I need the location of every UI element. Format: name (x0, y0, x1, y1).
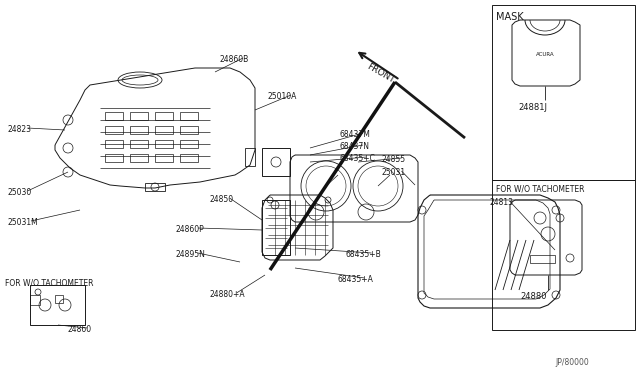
Bar (180, 112, 198, 120)
Bar (130, 112, 148, 120)
Text: 24895N: 24895N (175, 250, 205, 259)
Text: 24881J: 24881J (518, 103, 547, 112)
Bar (155, 140, 173, 148)
Bar (105, 112, 123, 120)
Bar (130, 126, 148, 134)
Bar (155, 126, 173, 134)
Text: 24860P: 24860P (175, 225, 204, 234)
Bar (245, 148, 255, 166)
Text: FOR W/O TACHOMETER: FOR W/O TACHOMETER (5, 278, 93, 287)
Text: 68435+A: 68435+A (338, 275, 374, 284)
Text: 68435+B: 68435+B (345, 250, 381, 259)
Bar (492, 180, 635, 330)
Text: 25030: 25030 (8, 188, 32, 197)
Text: 25010A: 25010A (268, 92, 298, 101)
Bar (180, 154, 198, 162)
Text: 24860B: 24860B (220, 55, 249, 64)
Text: 24880: 24880 (520, 292, 547, 301)
Bar (130, 154, 148, 162)
Text: 24823: 24823 (8, 125, 32, 134)
Text: ACURA: ACURA (536, 52, 554, 57)
Text: FRONT: FRONT (365, 62, 396, 85)
Bar (180, 126, 198, 134)
Bar (530, 255, 555, 263)
Bar (262, 200, 290, 255)
Bar (105, 126, 123, 134)
Text: 24860: 24860 (68, 325, 92, 334)
Bar (30, 295, 40, 305)
Bar (105, 154, 123, 162)
Text: 24850: 24850 (210, 195, 234, 204)
Bar (180, 140, 198, 148)
Text: FOR W/O TACHOMETER: FOR W/O TACHOMETER (496, 184, 584, 193)
Text: 24880+A: 24880+A (210, 290, 246, 299)
Text: 25031: 25031 (382, 168, 406, 177)
Bar (130, 140, 148, 148)
Bar (155, 112, 173, 120)
Text: 68437M: 68437M (340, 130, 371, 139)
Text: 68435+C: 68435+C (340, 154, 376, 163)
Bar (55, 295, 63, 303)
Text: 25031M: 25031M (8, 218, 39, 227)
Bar (262, 148, 290, 176)
Bar (145, 183, 165, 191)
Bar (155, 154, 173, 162)
Text: 24813: 24813 (490, 198, 514, 207)
Text: MASK: MASK (496, 12, 524, 22)
Bar (30, 285, 85, 325)
Bar (105, 140, 123, 148)
Bar (492, 5, 635, 180)
Text: 24855: 24855 (382, 155, 406, 164)
Text: 68437N: 68437N (340, 142, 370, 151)
Text: JP/80000: JP/80000 (555, 358, 589, 367)
